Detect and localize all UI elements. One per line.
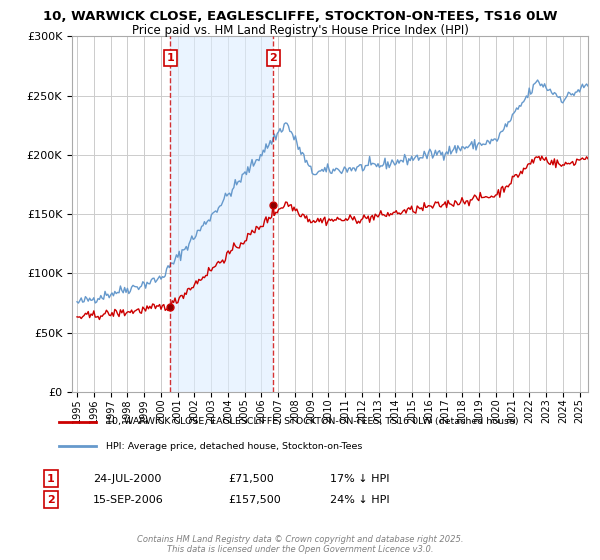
Text: 10, WARWICK CLOSE, EAGLESCLIFFE, STOCKTON-ON-TEES, TS16 0LW: 10, WARWICK CLOSE, EAGLESCLIFFE, STOCKTO… [43,10,557,23]
Text: £71,500: £71,500 [228,474,274,484]
Text: 2: 2 [47,494,55,505]
Text: Price paid vs. HM Land Registry's House Price Index (HPI): Price paid vs. HM Land Registry's House … [131,24,469,36]
Bar [170,36,273,392]
Text: £157,500: £157,500 [228,494,281,505]
Text: 15-SEP-2006: 15-SEP-2006 [93,494,164,505]
Text: 24% ↓ HPI: 24% ↓ HPI [330,494,389,505]
Text: HPI: Average price, detached house, Stockton-on-Tees: HPI: Average price, detached house, Stoc… [106,442,362,451]
Text: 1: 1 [166,53,174,63]
Text: 2: 2 [269,53,277,63]
Text: 24-JUL-2000: 24-JUL-2000 [93,474,161,484]
Text: Contains HM Land Registry data © Crown copyright and database right 2025.
This d: Contains HM Land Registry data © Crown c… [137,535,463,554]
Text: 1: 1 [47,474,55,484]
Text: 17% ↓ HPI: 17% ↓ HPI [330,474,389,484]
Text: 10, WARWICK CLOSE, EAGLESCLIFFE, STOCKTON-ON-TEES, TS16 0LW (detached house): 10, WARWICK CLOSE, EAGLESCLIFFE, STOCKTO… [106,417,519,426]
